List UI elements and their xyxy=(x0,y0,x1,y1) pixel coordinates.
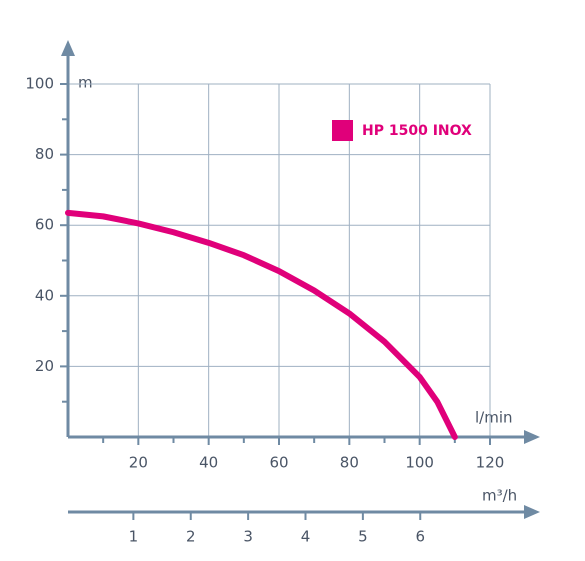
x2-tick-label: 3 xyxy=(243,528,253,546)
x2-tick-label: 2 xyxy=(186,528,196,546)
x2-axis-label: m³/h xyxy=(482,487,517,505)
line xyxy=(65,209,458,440)
y-tick-label: 60 xyxy=(35,216,54,234)
y-tick-label: 80 xyxy=(35,145,54,163)
x-tick-label: 60 xyxy=(269,454,288,472)
y-arrow xyxy=(61,40,75,56)
x-axis-label: l/min xyxy=(475,409,513,427)
x-tick-label: 100 xyxy=(405,454,434,472)
x-tick-label: 40 xyxy=(199,454,218,472)
x2-tick-label: 5 xyxy=(358,528,368,546)
legend-swatch xyxy=(332,120,353,141)
y-tick-label: 100 xyxy=(25,75,54,93)
x2-tick-label: 1 xyxy=(129,528,139,546)
x2-arrow xyxy=(524,505,540,519)
x2-tick-label: 4 xyxy=(301,528,311,546)
y-tick-label: 40 xyxy=(35,286,54,304)
y-axis-label: m xyxy=(78,74,93,92)
legend-label: HP 1500 INOX xyxy=(362,123,472,139)
x2-tick-label: 6 xyxy=(415,528,425,546)
y-tick-label: 20 xyxy=(35,357,54,375)
x-tick-label: 80 xyxy=(340,454,359,472)
x-arrow xyxy=(524,430,540,444)
x-tick-label: 120 xyxy=(476,454,505,472)
x-tick-label: 20 xyxy=(129,454,148,472)
